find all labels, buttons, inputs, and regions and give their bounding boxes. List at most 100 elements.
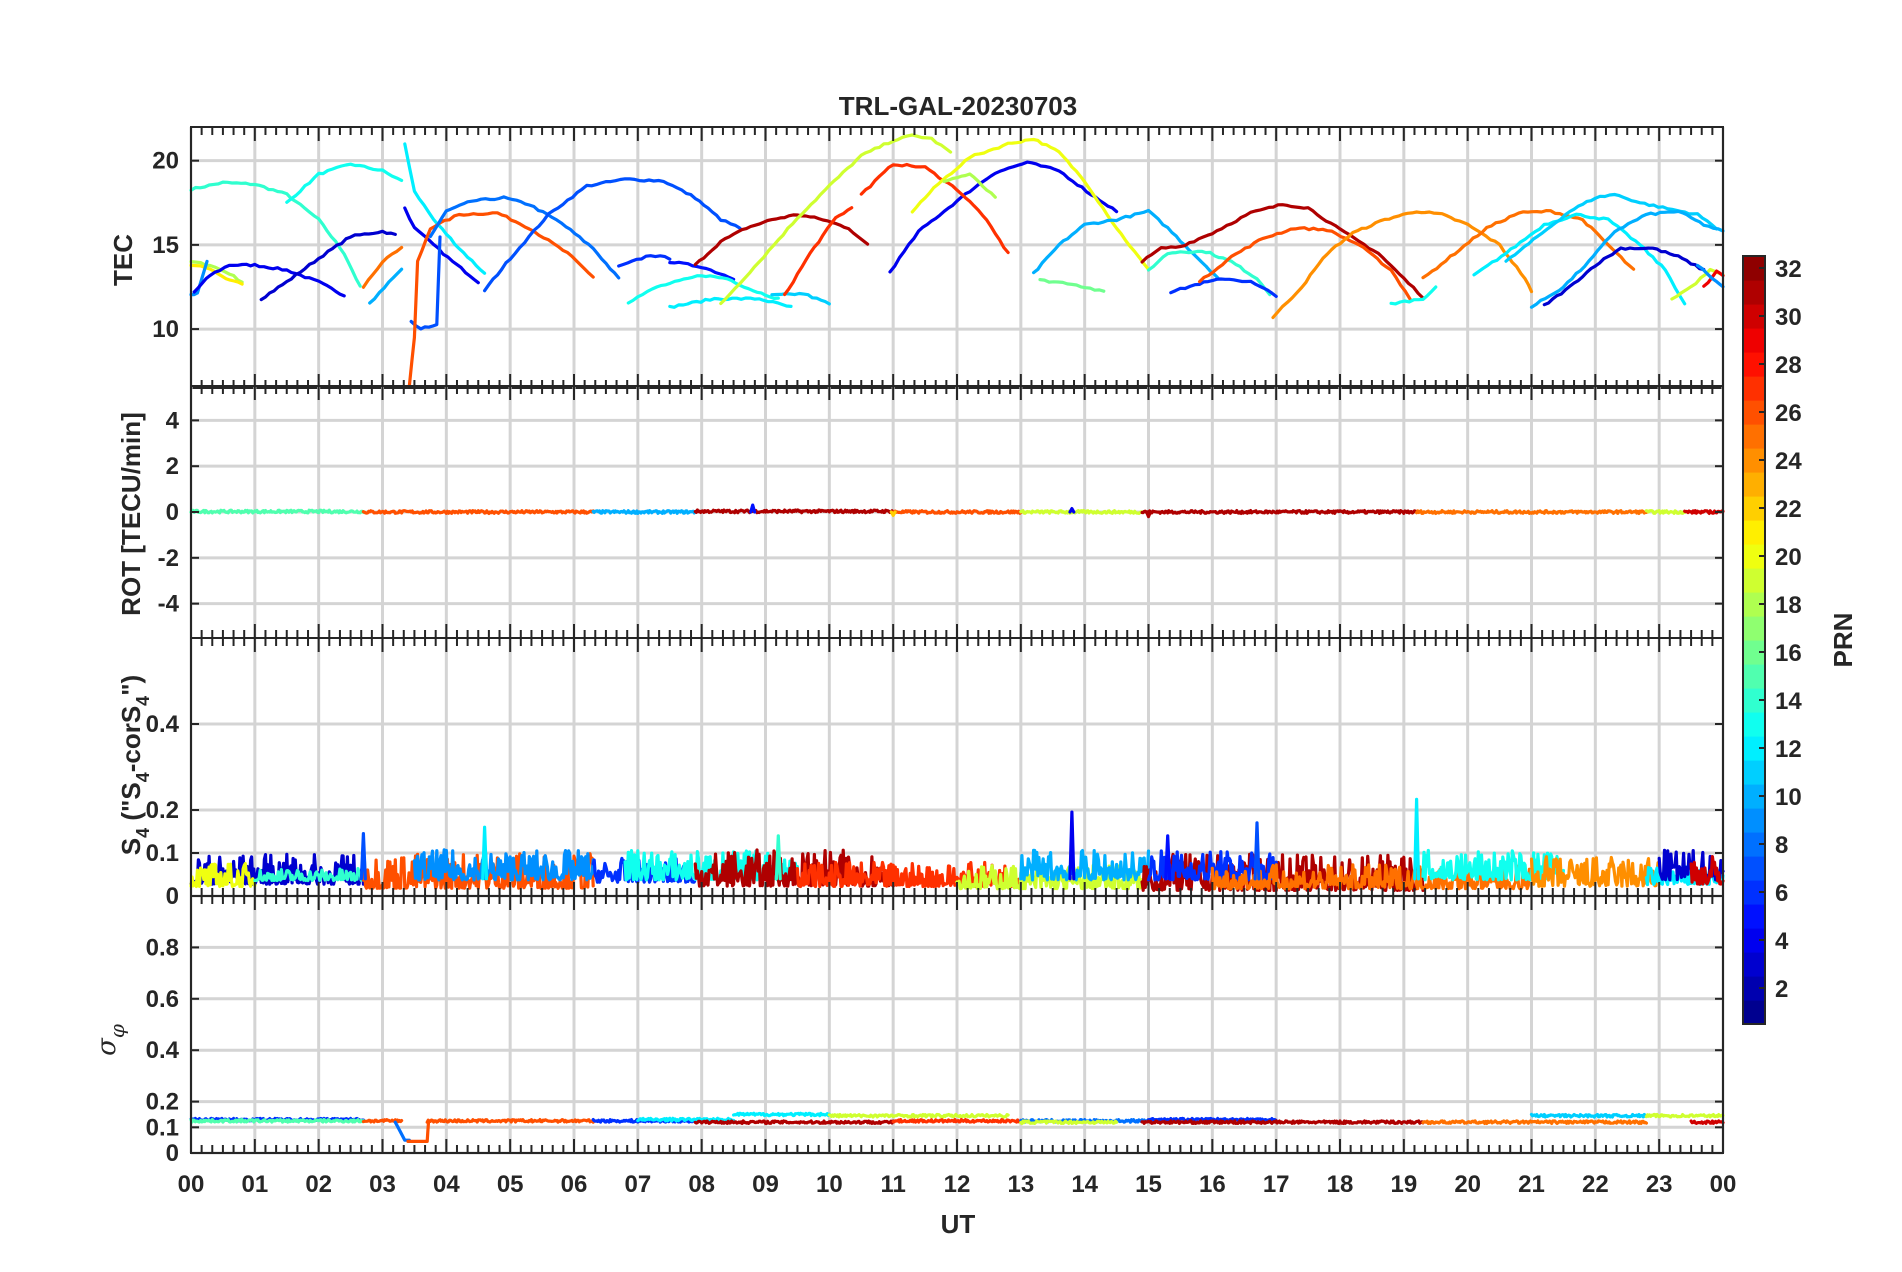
tec-trace-prn-29 <box>1702 269 1725 288</box>
colorbar-swatch <box>1743 688 1765 713</box>
colorbar-swatch <box>1743 760 1765 785</box>
rot-trace-prn-31 <box>693 508 895 515</box>
x-tick-label: 08 <box>688 1171 715 1198</box>
colorbar-swatch <box>1743 976 1765 1001</box>
x-tick-label: 16 <box>1199 1171 1226 1198</box>
x-tick-label: 22 <box>1582 1171 1609 1198</box>
x-tick-label: 15 <box>1135 1171 1162 1198</box>
tec-trace-prn-4 <box>192 262 346 298</box>
colorbar-tick-label: 32 <box>1775 256 1802 283</box>
tec-trace-prn-20 <box>910 137 1151 271</box>
colorbar-swatch <box>1743 808 1765 833</box>
colorbar-swatch <box>1743 952 1765 977</box>
tec-trace-prn-13 <box>285 162 404 204</box>
tec-trace-prn-3 <box>1542 246 1706 307</box>
tec-trace-prn-8 <box>428 195 621 280</box>
colorbar-swatch <box>1743 664 1765 689</box>
s4-traces <box>189 797 1725 892</box>
x-tick-label: 20 <box>1454 1171 1481 1198</box>
x-tick-label: 18 <box>1327 1171 1354 1198</box>
tec-trace-prn-7 <box>483 177 742 293</box>
x-tick-label: 00 <box>1710 1171 1737 1198</box>
colorbar-swatch <box>1743 256 1765 281</box>
tec-trace-prn-6 <box>1169 277 1278 298</box>
colorbar-tick-label: 26 <box>1775 400 1802 427</box>
sigma_phi-trace-prn-19 <box>1019 1119 1119 1125</box>
colorbar-swatch <box>1743 736 1765 761</box>
rot-trace-prn-26 <box>891 509 1023 515</box>
tec-trace-prn-18 <box>942 172 997 199</box>
colorbar-swatch <box>1743 616 1765 641</box>
x-axis-label: UT <box>941 1209 976 1239</box>
rot-trace-prn-19 <box>1019 509 1144 515</box>
rot-spike-prn-31 <box>1145 510 1152 519</box>
x-tick-label: 00 <box>178 1171 205 1198</box>
colorbar-label: PRN <box>1828 613 1858 668</box>
rot-trace-prn-10 <box>591 509 697 515</box>
colorbar-tick-label: 20 <box>1775 544 1802 571</box>
tec-trace-prn-27 <box>859 162 1010 255</box>
sigma_phi-trace-prn-25 <box>1421 1119 1648 1125</box>
y-tick-label: 0.1 <box>146 840 179 867</box>
tec-trace-prn-13 <box>1389 285 1438 306</box>
tec-trace-prn-16 <box>1038 278 1106 293</box>
y-tick-label: 0.1 <box>146 1114 179 1141</box>
colorbar-swatch <box>1743 784 1765 809</box>
tec-trace-prn-9 <box>1695 263 1725 289</box>
figure-title: TRL-GAL-20230703 <box>839 91 1077 121</box>
sigma_phi-trace-prn-26 <box>425 1118 595 1124</box>
x-tick-label: 19 <box>1390 1171 1417 1198</box>
rot-spike-prn-4 <box>1068 507 1076 514</box>
x-tick-label: 14 <box>1071 1171 1098 1198</box>
colorbar-tick-label: 12 <box>1775 736 1802 763</box>
colorbar-swatch <box>1743 904 1765 929</box>
tec-trace-prn-10 <box>1032 208 1221 281</box>
x-tick-label: 04 <box>433 1171 460 1198</box>
colorbar-tick-label: 28 <box>1775 352 1802 379</box>
s4-spike-prn-14 <box>774 834 782 881</box>
colorbar-swatch <box>1743 328 1765 353</box>
y-tick-label: 0.2 <box>146 797 179 824</box>
tec-trace-prn-24 <box>1271 210 1534 320</box>
sigma_phi-trace-prn-12 <box>732 1111 831 1118</box>
y-tick-label: 0 <box>166 883 179 910</box>
tec-trace-prn-12 <box>403 142 487 275</box>
tec-trace-prn-31 <box>693 213 870 267</box>
tec-trace-prn-19 <box>719 133 953 306</box>
sigma-phi-ylabel: σφ <box>92 1024 129 1056</box>
s4-ylabel: S4 ("S4-corS4") <box>116 675 153 855</box>
colorbar-swatch <box>1743 712 1765 737</box>
x-tick-label: 12 <box>944 1171 971 1198</box>
sigma_phi-trace-prn-19 <box>1644 1112 1725 1119</box>
colorbar-swatch <box>1743 544 1765 569</box>
s4-spike-prn-5 <box>1164 834 1172 881</box>
x-tick-label: 21 <box>1518 1171 1545 1198</box>
y-tick-label: 2 <box>166 453 179 480</box>
colorbar-swatch <box>1743 856 1765 881</box>
rot-axes: -4 -2 0 2 4 <box>158 385 1724 639</box>
x-tick-label: 17 <box>1263 1171 1290 1198</box>
colorbar-tick-label: 6 <box>1775 880 1788 907</box>
colorbar-tick-label: 10 <box>1775 784 1802 811</box>
colorbar-swatch <box>1743 376 1765 401</box>
tec-panel: 10 15 20 TEC <box>108 126 1725 389</box>
y-tick-label: -2 <box>158 545 179 572</box>
colorbar-swatch <box>1743 520 1765 545</box>
rot-ylabel: ROT [TECU/min] <box>116 412 146 616</box>
x-tick-label: 07 <box>624 1171 651 1198</box>
s4-panel: 0 0.1 0.2 0.4 S4 ("S4-corS4") <box>116 637 1725 910</box>
sigma_phi-trace-prn-27 <box>891 1118 1023 1124</box>
s4-spike-prn-4 <box>1068 810 1076 881</box>
colorbar-tick-label: 16 <box>1775 640 1802 667</box>
s4-trace-prn-20 <box>189 861 257 889</box>
y-tick-label: 0 <box>166 1140 179 1167</box>
rot-trace-prn-26 <box>361 509 595 515</box>
axes-frame <box>190 895 1724 1154</box>
sigma_phi-trace-prn-12 <box>636 1116 736 1123</box>
sigma_phi-dip-prn-26 <box>406 1120 431 1143</box>
tec-trace-prn-3 <box>259 229 397 302</box>
tec-trace-prn-12 <box>668 296 793 309</box>
sigma-phi-panel: 00.10.2 0.4 0.6 0.8 σφ <box>92 895 1725 1167</box>
sigma_phi-trace-prn-19 <box>827 1112 1010 1119</box>
